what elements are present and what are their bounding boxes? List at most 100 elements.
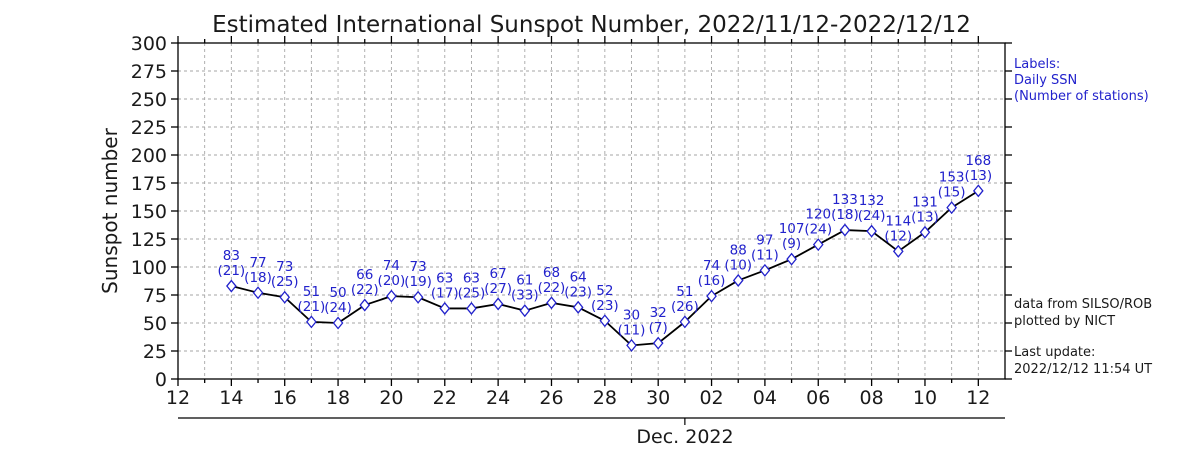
data-point-stations-label: (10)	[724, 257, 752, 273]
data-credit-note: data from SILSO/ROB plotted by NICT	[1014, 296, 1152, 330]
data-point-value-label: 68	[543, 265, 560, 281]
data-point-stations-label: (27)	[484, 281, 512, 297]
data-point-stations-label: (9)	[782, 236, 801, 252]
data-point-marker	[866, 224, 877, 238]
data-point-value-label: 63	[436, 270, 453, 286]
x-tick-label: 24	[486, 387, 510, 409]
x-tick-label: 06	[806, 387, 830, 409]
data-point-value-label: 67	[490, 266, 507, 282]
data-point-value-label: 74	[383, 258, 400, 274]
data-point-marker	[839, 223, 851, 237]
data-point-value-label: 63	[463, 270, 480, 286]
y-tick-label: 75	[143, 285, 167, 307]
x-axis-month-label: Dec. 2022	[636, 426, 734, 448]
data-point-stations-label: (17)	[431, 285, 459, 301]
data-point-stations-label: (15)	[938, 185, 966, 201]
data-point-value-label: 30	[623, 307, 640, 323]
data-point-value-label: 114	[885, 213, 911, 229]
data-point-stations-label: (19)	[404, 274, 432, 290]
data-point-stations-label: (22)	[538, 280, 566, 296]
data-point-stations-label: (25)	[458, 285, 486, 301]
x-tick-label: 30	[646, 387, 670, 409]
credit-note-line-1: data from SILSO/ROB	[1014, 297, 1153, 312]
data-point-value-label: 73	[410, 259, 427, 275]
data-point-value-label: 66	[356, 267, 373, 283]
x-tick-label: 12	[166, 387, 190, 409]
x-tick-label: 12	[966, 387, 990, 409]
data-point-value-label: 32	[650, 305, 667, 321]
data-point-marker	[759, 263, 771, 277]
data-point-marker	[652, 336, 664, 350]
data-point-marker	[252, 286, 264, 300]
data-point-stations-label: (18)	[831, 207, 859, 223]
credit-note-line-2: plotted by NICT	[1014, 314, 1116, 329]
x-tick-label: 14	[219, 387, 243, 409]
x-tick-label: 20	[379, 387, 403, 409]
data-point-marker	[359, 298, 371, 312]
data-point-stations-label: (24)	[804, 222, 832, 238]
y-tick-label: 125	[131, 229, 167, 251]
last-update-line-1: Last update:	[1014, 345, 1096, 360]
data-point-marker	[519, 304, 531, 318]
x-tick-label: 16	[273, 387, 297, 409]
data-point-stations-label: (16)	[698, 273, 726, 289]
y-tick-label: 50	[143, 313, 167, 335]
data-point-stations-label: (23)	[591, 298, 619, 314]
y-tick-label: 100	[131, 257, 167, 279]
data-point-stations-label: (13)	[964, 168, 992, 184]
data-point-value-label: 51	[303, 284, 320, 300]
x-tick-label: 02	[699, 387, 723, 409]
x-tick-label: 10	[913, 387, 937, 409]
data-point-marker	[946, 201, 957, 215]
last-update-line-2: 2022/12/12 11:54 UT	[1014, 362, 1153, 377]
data-point-stations-label: (23)	[564, 284, 592, 300]
data-point-value-label: 61	[516, 273, 533, 289]
data-point-stations-label: (25)	[271, 274, 299, 290]
data-point-marker	[386, 289, 397, 303]
data-point-stations-label: (7)	[649, 320, 668, 336]
data-point-marker	[786, 252, 797, 266]
data-point-value-label: 133	[832, 192, 858, 208]
data-point-marker	[732, 273, 744, 287]
data-point-value-label: 132	[859, 193, 885, 209]
last-update-note: Last update: 2022/12/12 11:54 UT	[1014, 344, 1152, 378]
data-point-stations-label: (21)	[217, 263, 245, 279]
data-point-value-label: 73	[276, 259, 293, 275]
data-point-stations-label: (33)	[511, 288, 539, 304]
y-tick-label: 0	[155, 369, 167, 391]
x-tick-label: 28	[593, 387, 617, 409]
x-tick-label: 22	[433, 387, 457, 409]
data-point-marker	[572, 300, 584, 314]
data-point-stations-label: (13)	[911, 209, 939, 225]
labels-legend-note: Labels: Daily SSN (Number of stations)	[1014, 57, 1149, 105]
data-point-value-label: 52	[596, 283, 613, 299]
data-point-stations-label: (24)	[324, 300, 352, 316]
data-point-marker	[706, 289, 717, 303]
data-point-stations-label: (11)	[751, 247, 779, 263]
y-tick-label: 250	[131, 89, 167, 111]
data-point-value-label: 51	[676, 284, 693, 300]
data-point-stations-label: (20)	[378, 273, 406, 289]
data-point-value-label: 88	[730, 242, 747, 258]
data-point-marker	[812, 238, 824, 252]
data-point-value-label: 153	[939, 170, 965, 186]
data-point-marker	[492, 297, 504, 311]
legend-note-line-1: Labels:	[1014, 57, 1061, 72]
data-point-marker	[626, 338, 637, 352]
data-point-value-label: 120	[805, 207, 831, 223]
data-point-marker	[892, 244, 904, 258]
chart-title: Estimated International Sunspot Number, …	[212, 12, 971, 38]
data-point-marker	[679, 315, 691, 329]
data-point-value-label: 107	[779, 221, 805, 237]
data-point-marker	[226, 279, 237, 293]
data-point-stations-label: (21)	[298, 299, 326, 315]
y-tick-label: 150	[131, 201, 167, 223]
legend-note-line-3: (Number of stations)	[1014, 89, 1149, 104]
y-tick-label: 175	[131, 173, 167, 195]
y-tick-label: 300	[131, 33, 167, 55]
data-point-stations-label: (12)	[884, 228, 912, 244]
data-point-stations-label: (22)	[351, 282, 379, 298]
y-tick-label: 225	[131, 117, 167, 139]
